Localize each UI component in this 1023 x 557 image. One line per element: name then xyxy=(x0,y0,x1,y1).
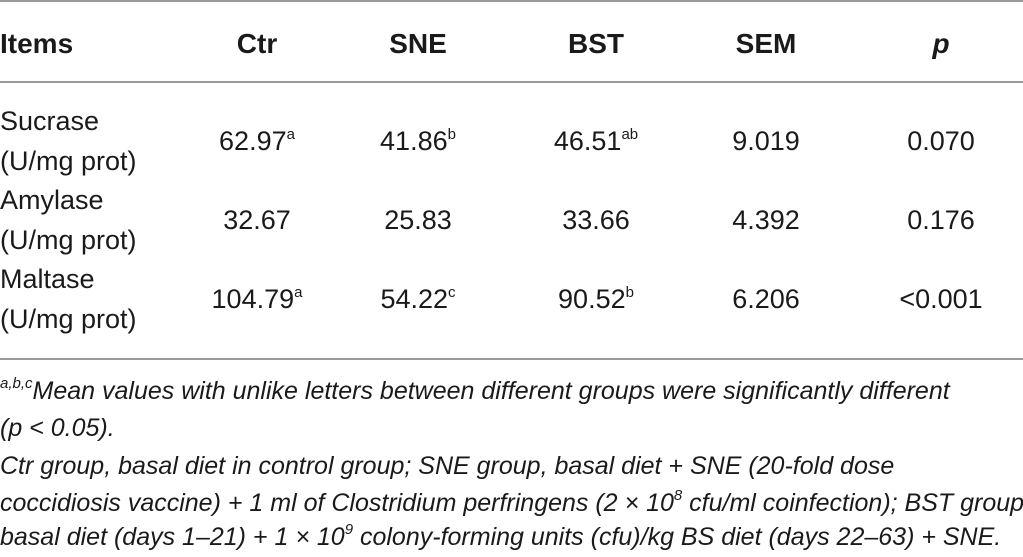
cell-bst: 33.66 xyxy=(562,205,630,235)
header-sne: SNE xyxy=(389,28,447,59)
footnote-groups-line2: coccidiosis vaccine) + 1 ml of Clostridi… xyxy=(0,487,1023,517)
footnote-marker: a,b,c xyxy=(0,375,33,392)
cell-bst: 46.51ab xyxy=(553,126,639,156)
footnote-groups-line1: Ctr group, basal diet in control group; … xyxy=(0,452,895,480)
cell-ctr: 32.67 xyxy=(223,205,291,235)
cell-bst: 90.52b xyxy=(558,284,634,314)
row-item-name: Maltase xyxy=(0,264,95,294)
cell-sne: 54.22c xyxy=(380,284,456,314)
cell-p: 0.070 xyxy=(907,126,975,156)
table-top-rule xyxy=(0,0,1023,2)
row-item-unit: (U/mg prot) xyxy=(0,146,137,176)
cell-sem: 6.206 xyxy=(732,284,800,314)
cell-sne: 41.86b xyxy=(380,126,456,156)
header-rule xyxy=(0,81,1023,83)
row-item-name: Amylase xyxy=(0,185,104,215)
cell-ctr: 104.79a xyxy=(211,284,303,314)
header-sem: SEM xyxy=(735,28,797,59)
cell-sem: 9.019 xyxy=(732,126,800,156)
cell-sem: 4.392 xyxy=(732,205,800,235)
row-item-unit: (U/mg prot) xyxy=(0,225,137,255)
row-item-unit: (U/mg prot) xyxy=(0,304,137,334)
cell-p: 0.176 xyxy=(907,205,975,235)
header-ctr: Ctr xyxy=(236,28,278,59)
cell-p: <0.001 xyxy=(899,284,983,314)
table-bottom-rule xyxy=(0,358,1023,360)
footnote-significance: a,b,cMean values with unlike letters bet… xyxy=(0,375,950,405)
footnote-groups-line3: basal diet (days 1–21) + 1 × 109 colony-… xyxy=(0,521,1002,551)
header-p: p xyxy=(932,28,950,59)
cell-sne: 25.83 xyxy=(384,205,452,235)
header-items: Items xyxy=(0,28,74,59)
footnote-significance-cont: (p < 0.05). xyxy=(0,414,115,442)
row-item-name: Sucrase xyxy=(0,106,100,136)
header-bst: BST xyxy=(568,28,624,59)
cell-ctr: 62.97a xyxy=(219,126,295,156)
